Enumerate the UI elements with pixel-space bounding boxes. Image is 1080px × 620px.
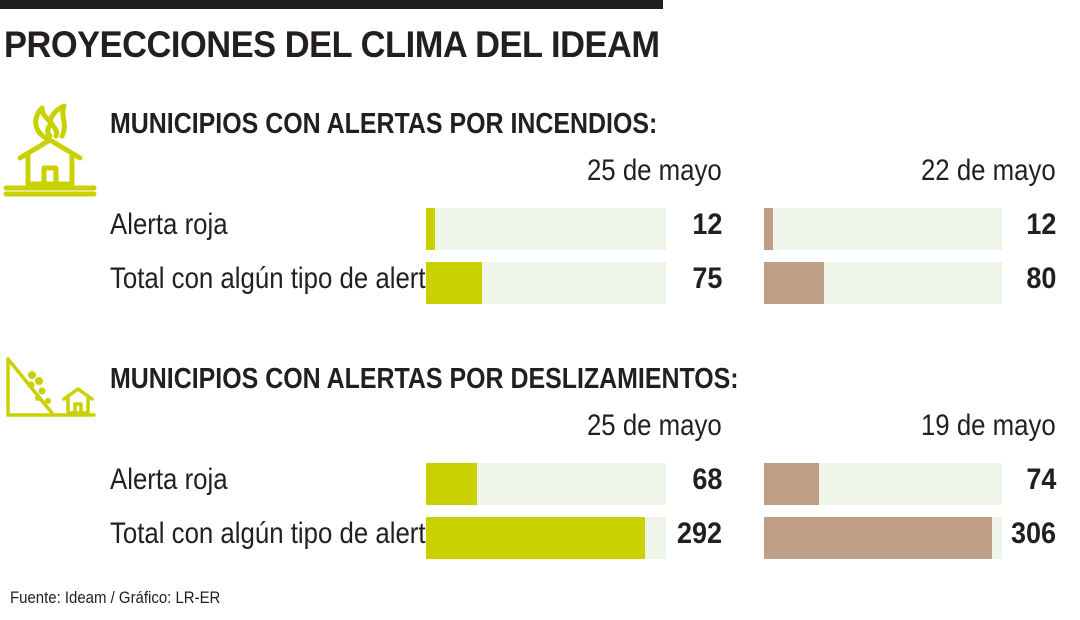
row-label: Total con algún tipo de alerta (110, 262, 440, 295)
bar-track (764, 517, 1002, 559)
bar-value-label: 292 (676, 517, 722, 550)
bar-value-label: 75 (691, 262, 722, 295)
bar-previous (764, 208, 773, 250)
series-label-current: 25 de mayo (587, 409, 722, 442)
bar-track (426, 517, 666, 559)
bar-track (764, 208, 1002, 250)
bar-current (426, 262, 483, 304)
fire-alerts-section: MUNICIPIOS CON ALERTAS POR INCENDIOS: 25… (0, 100, 1080, 310)
bar-track (426, 208, 666, 250)
bar-track (426, 262, 666, 304)
bar-previous (764, 517, 992, 559)
series-label-previous: 19 de mayo (921, 409, 1056, 442)
row-label: Total con algún tipo de alerta (110, 517, 440, 550)
bar-current (426, 208, 435, 250)
bar-value-label: 12 (691, 208, 722, 241)
bar-value-label: 80 (1025, 262, 1056, 295)
landslide-house-icon (6, 357, 96, 417)
source-credit: Fuente: Ideam / Gráfico: LR-ER (10, 588, 221, 607)
bar-current (426, 517, 645, 559)
series-label-previous: 22 de mayo (921, 154, 1056, 187)
bar-previous (764, 463, 820, 505)
row-label: Alerta roja (110, 463, 228, 496)
bar-track (764, 262, 1002, 304)
landslide-alerts-section: MUNICIPIOS CON ALERTAS POR DESLIZAMIENTO… (0, 355, 1080, 565)
house-fire-icon (3, 103, 97, 197)
bar-track (764, 463, 1002, 505)
row-label: Alerta roja (110, 208, 228, 241)
top-rule (0, 0, 663, 9)
bar-current (426, 463, 477, 505)
section-title: MUNICIPIOS CON ALERTAS POR DESLIZAMIENTO… (110, 363, 739, 395)
bar-value-label: 306 (1010, 517, 1056, 550)
bar-value-label: 74 (1025, 463, 1056, 496)
bar-track (426, 463, 666, 505)
bar-value-label: 68 (691, 463, 722, 496)
section-title: MUNICIPIOS CON ALERTAS POR INCENDIOS: (110, 108, 658, 140)
bar-previous (764, 262, 824, 304)
bar-value-label: 12 (1025, 208, 1056, 241)
page-title: PROYECCIONES DEL CLIMA DEL IDEAM (4, 24, 660, 65)
series-label-current: 25 de mayo (587, 154, 722, 187)
